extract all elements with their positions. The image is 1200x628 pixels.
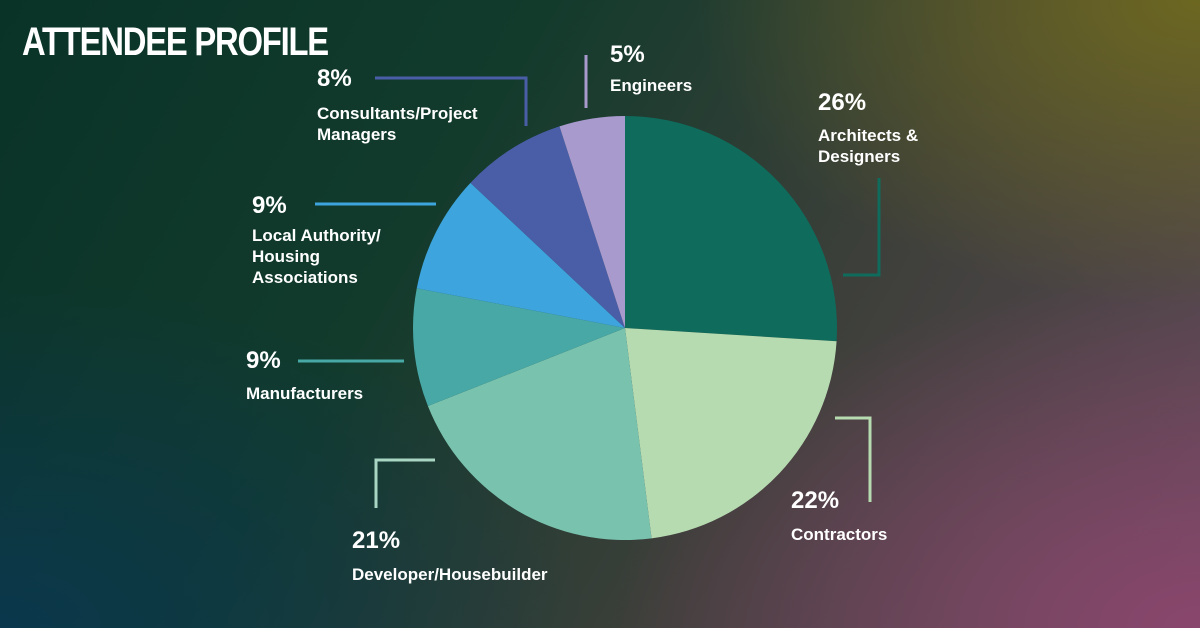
category-label-manufacturers: Manufacturers <box>246 384 363 403</box>
category-label-developer-housebuilder: Developer/Housebuilder <box>352 565 548 584</box>
category-label-contractors: Contractors <box>791 525 887 544</box>
pie-slice-local-authority-housing-associations <box>416 182 625 328</box>
pie-slice-consultants-project-managers <box>470 126 625 328</box>
data-label-manufacturers: 9% <box>246 347 281 374</box>
data-label-contractors: 22% <box>791 487 839 514</box>
category-label-architects-designers: Architects & Designers <box>818 126 918 166</box>
category-label-consultants-project-managers: Consultants/Project Managers <box>317 104 478 144</box>
leader-line-architects-designers <box>843 178 881 277</box>
data-label-architects-designers: 26% <box>818 89 866 116</box>
pie-slice-engineers <box>559 116 625 328</box>
pie-slice-architects-designers <box>625 116 837 342</box>
category-label-local-authority-housing-associations: Local Authority/Housing Associations <box>252 226 381 287</box>
category-label-engineers: Engineers <box>610 76 692 95</box>
data-label-local-authority-housing-associations: 9% <box>252 192 287 219</box>
chart-title: ATTENDEE PROFILE <box>22 20 329 64</box>
pie-slice-contractors <box>625 328 837 539</box>
leader-line-developer-housebuilder <box>374 458 435 508</box>
pie-slice-manufacturers <box>413 288 625 407</box>
data-label-consultants-project-managers: 8% <box>317 65 352 92</box>
leader-line-contractors <box>835 416 872 502</box>
leader-line-consultants-project-managers <box>375 76 528 126</box>
pie-slice-developer-housebuilder <box>427 328 652 541</box>
data-label-engineers: 5% <box>610 41 645 68</box>
data-label-developer-housebuilder: 21% <box>352 527 400 554</box>
